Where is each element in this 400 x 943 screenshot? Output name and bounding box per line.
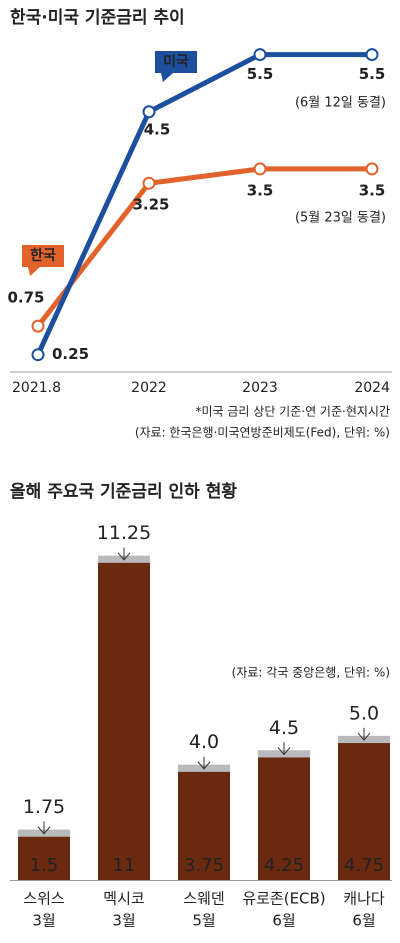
x-tick-label: 스위스: [23, 890, 65, 908]
bar-after: [258, 757, 310, 880]
x-tick-label: 3월: [112, 912, 135, 930]
data-label: 3.5: [359, 181, 386, 199]
value-label-after: 4.75: [344, 855, 384, 876]
chart-title: 올해 주요국 기준금리 인하 현황: [10, 482, 237, 502]
arrow-head: [357, 732, 371, 741]
bar-after: [338, 743, 390, 880]
point: [31, 319, 45, 333]
x-tick-label: 캐나다: [343, 890, 385, 908]
point: [365, 48, 379, 62]
legend-pointer: [161, 73, 173, 82]
x-tick-label: 3월: [32, 912, 55, 930]
value-label-after: 3.75: [184, 855, 224, 876]
note: (자료: 각국 중앙은행, 단위: %): [232, 665, 390, 680]
value-label-after: 4.25: [264, 855, 304, 876]
x-tick-label: 2022: [131, 380, 167, 396]
point: [142, 105, 156, 119]
x-tick-label: 2024: [354, 380, 390, 396]
legend-tag: [155, 51, 197, 73]
note: (자료: 한국은행·미국연방준비제도(Fed), 단위: %): [135, 425, 390, 440]
data-label: 0.75: [7, 289, 44, 307]
chart-title: 한국·미국 기준금리 추이: [10, 8, 185, 28]
value-label-before: 4.5: [269, 717, 299, 739]
annotation: (6월 12일 동결): [295, 96, 386, 111]
x-tick-label: 2021.8: [12, 380, 61, 396]
point: [31, 348, 45, 362]
value-label-after: 1.5: [30, 855, 59, 876]
data-label: 5.5: [359, 65, 386, 83]
value-label-after: 11: [113, 855, 136, 876]
x-tick-label: 6월: [272, 912, 295, 930]
point: [142, 176, 156, 190]
value-label-before: 5.0: [349, 702, 379, 724]
data-label: 4.5: [144, 120, 171, 138]
data-label: 3.5: [247, 181, 274, 199]
arrow-head: [197, 761, 211, 770]
x-tick-label: 2023: [242, 380, 278, 396]
value-label-before: 11.25: [97, 522, 151, 544]
series-line: [36, 166, 372, 328]
point: [365, 162, 379, 176]
value-label-before: 4.0: [189, 731, 219, 753]
value-label-before: 1.75: [23, 796, 65, 818]
arrow-head: [277, 747, 291, 756]
bar-after: [98, 562, 150, 880]
x-tick-label: 유로존(ECB): [242, 890, 325, 908]
arrow-head: [37, 826, 51, 835]
data-label: 5.5: [247, 65, 274, 83]
note: *미국 금리 상단 기준·연 기준·현지시간: [196, 405, 391, 419]
series-line: [35, 52, 372, 356]
bar-after: [18, 836, 70, 880]
legend-label: 미국: [163, 54, 189, 70]
point: [253, 48, 267, 62]
annotation: (5월 23일 동결): [295, 211, 386, 226]
data-label: 3.25: [132, 196, 169, 214]
arrow-head: [117, 552, 131, 561]
point: [253, 162, 267, 176]
x-tick-label: 스웨덴: [183, 890, 224, 908]
legend-tag: [22, 245, 64, 267]
x-tick-label: 멕시코: [103, 890, 144, 908]
bar-after: [178, 771, 230, 880]
x-tick-label: 5월: [192, 912, 215, 930]
x-tick-label: 6월: [352, 912, 375, 930]
data-label: 0.25: [52, 345, 89, 363]
legend-pointer: [28, 267, 40, 276]
legend-label: 한국: [30, 248, 56, 264]
